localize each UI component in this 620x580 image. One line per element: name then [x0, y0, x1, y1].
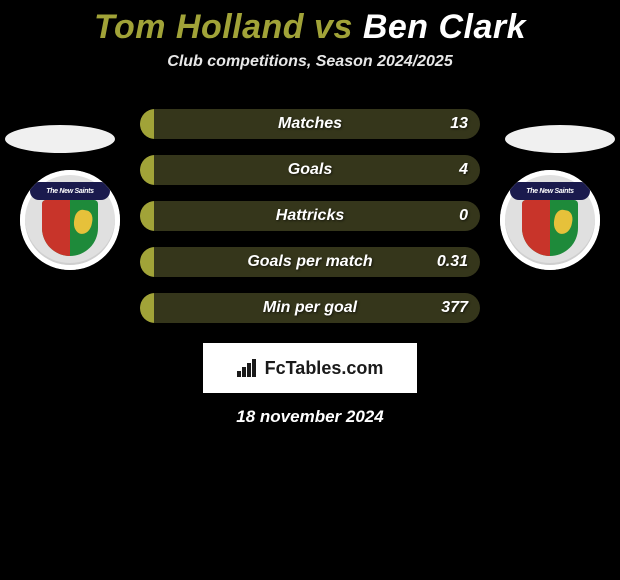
- bar-fill-left: [140, 247, 154, 277]
- stat-right-value: 4: [459, 161, 468, 179]
- stat-right-value: 0.31: [437, 253, 468, 271]
- page-title: Tom Holland vs Ben Clark: [0, 8, 620, 47]
- player2-name: Ben Clark: [363, 8, 526, 46]
- stat-bars: Matches 13 Goals 4 Hattricks 0 Goals per…: [140, 109, 480, 323]
- player2-photo: [505, 125, 615, 153]
- stat-label: Min per goal: [263, 299, 357, 317]
- player2-club-badge: The New Saints: [500, 170, 600, 270]
- source-logo: FcTables.com: [203, 343, 417, 393]
- comparison-card: Tom Holland vs Ben Clark Club competitio…: [0, 0, 620, 427]
- barchart-icon: [237, 359, 259, 377]
- stat-label: Hattricks: [276, 207, 344, 225]
- source-name: FcTables.com: [265, 358, 384, 379]
- stat-bar: Goals per match 0.31: [140, 247, 480, 277]
- stat-right-value: 13: [450, 115, 468, 133]
- badge-shield: [42, 200, 98, 256]
- stat-bar: Min per goal 377: [140, 293, 480, 323]
- bar-fill-left: [140, 201, 154, 231]
- stat-right-value: 0: [459, 207, 468, 225]
- badge-banner: The New Saints: [510, 182, 590, 200]
- stat-label: Goals per match: [247, 253, 372, 271]
- player1-name: Tom Holland: [94, 8, 304, 46]
- stat-bar: Goals 4: [140, 155, 480, 185]
- stat-bar: Hattricks 0: [140, 201, 480, 231]
- badge-banner: The New Saints: [30, 182, 110, 200]
- snapshot-date: 18 november 2024: [0, 407, 620, 427]
- player1-club-badge: The New Saints: [20, 170, 120, 270]
- badge-shield: [522, 200, 578, 256]
- stat-label: Goals: [288, 161, 332, 179]
- bar-fill-left: [140, 109, 154, 139]
- stat-bar: Matches 13: [140, 109, 480, 139]
- stat-label: Matches: [278, 115, 342, 133]
- subtitle: Club competitions, Season 2024/2025: [0, 53, 620, 71]
- player1-photo: [5, 125, 115, 153]
- bar-fill-left: [140, 293, 154, 323]
- vs-label: vs: [314, 8, 353, 46]
- bar-fill-left: [140, 155, 154, 185]
- stat-right-value: 377: [441, 299, 468, 317]
